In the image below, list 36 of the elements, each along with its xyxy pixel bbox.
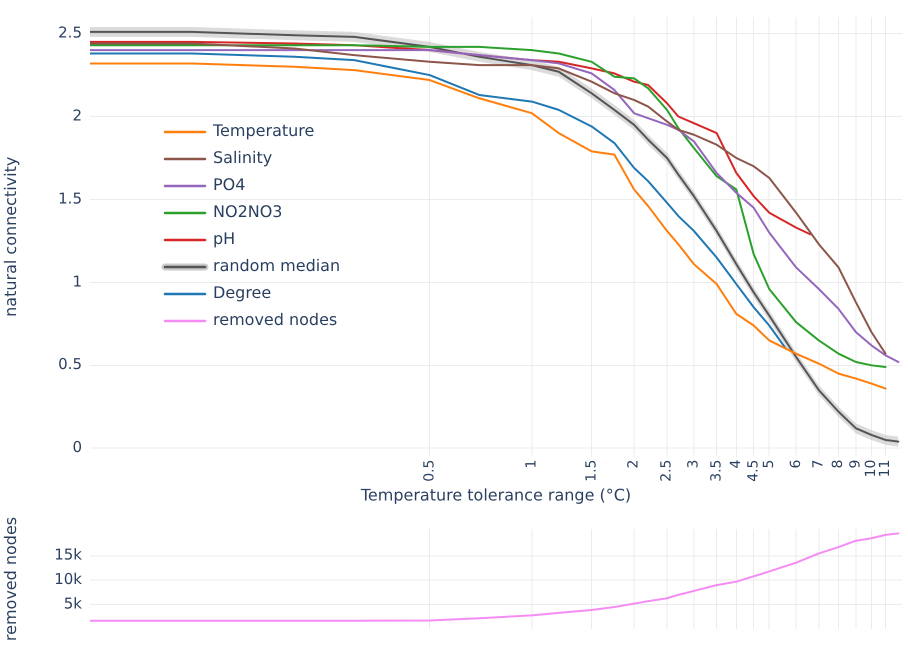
legend-label: Degree (213, 283, 272, 302)
text: removed nodes (0, 516, 20, 642)
x-tick-label: 2 (626, 460, 642, 468)
legend-label: NO2NO3 (213, 202, 282, 222)
y-tick-label: 1.5 (58, 189, 82, 208)
x-tick-label: 1 (523, 460, 540, 468)
x-tick-label: 11 (877, 460, 894, 478)
text: removed nodes (213, 310, 338, 330)
x-axis-title: Temperature tolerance range (°C) (360, 486, 632, 505)
legend-label: Salinity (213, 148, 272, 168)
y-tick-label: 1 (72, 272, 82, 290)
x-tick-label: 7 (810, 460, 826, 468)
x-tick-label: 5 (760, 460, 777, 468)
legend-label: pH (213, 229, 236, 248)
x-tick-label: 3 (686, 460, 702, 468)
y-axis-title: natural connectivity (0, 156, 20, 317)
y-tick-label: 5k (64, 594, 82, 612)
y-tick-label: 2 (72, 106, 82, 124)
x-tick-label: 6 (788, 459, 804, 468)
x-tick-label: 2.5 (658, 460, 675, 482)
y-tick-label: 0 (72, 438, 82, 456)
y-tick-label: 2.5 (58, 23, 82, 42)
x-tick-label: 0.5 (421, 460, 438, 482)
x-tick-label: 4.5 (745, 460, 762, 482)
x-tick-label: 3.5 (708, 460, 724, 482)
legend-label: random median (213, 256, 340, 276)
x-tick-label: 9 (848, 460, 864, 468)
y-tick-label: 10k (54, 570, 82, 588)
x-tick-label: 4 (728, 459, 744, 468)
x-tick-label: 10 (863, 460, 880, 478)
y-tick-label: 0.5 (58, 355, 82, 374)
x-tick-label: 1.5 (583, 460, 600, 482)
legend-label: Temperature (212, 121, 314, 140)
x-tick-label: 8 (830, 460, 846, 468)
legend-label: PO4 (213, 175, 246, 194)
y-tick-label: 15k (54, 546, 82, 564)
